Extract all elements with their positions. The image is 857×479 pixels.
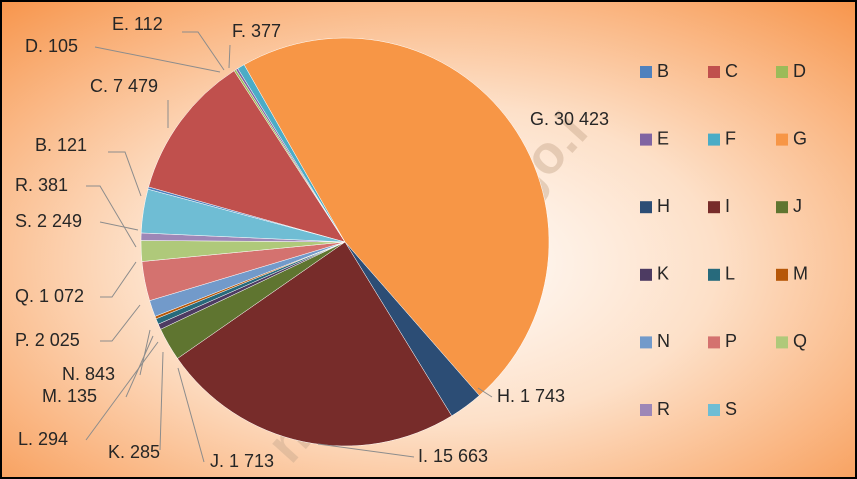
pie-slice — [148, 70, 346, 243]
data-label: S. 2 249 — [15, 211, 82, 231]
leader-line — [177, 367, 205, 463]
legend-swatch — [776, 133, 788, 146]
legend-swatch — [776, 66, 788, 78]
leader-line — [159, 351, 164, 451]
pie-slice — [243, 37, 550, 396]
legend-label: G — [793, 128, 807, 148]
data-label: K. 285 — [108, 442, 160, 462]
data-label: C. 7 479 — [90, 76, 158, 96]
legend-swatch — [640, 336, 652, 349]
legend-swatch — [708, 201, 720, 214]
legend-label: D — [793, 61, 806, 81]
legend-label: Q — [793, 331, 807, 351]
legend-swatch — [708, 66, 720, 78]
legend-swatch — [708, 404, 720, 416]
data-label: I. 15 663 — [418, 446, 488, 466]
legend-label: P — [725, 331, 737, 351]
legend-label: E — [657, 128, 669, 148]
legend-swatch — [776, 201, 788, 214]
legend-label: H — [657, 196, 670, 216]
data-label: D. 105 — [25, 36, 78, 56]
leader-line — [94, 46, 221, 73]
legend-label: I — [725, 196, 730, 216]
legend-swatch — [776, 268, 788, 281]
data-label: E. 112 — [112, 14, 163, 34]
legend-swatch — [640, 133, 652, 146]
leader-line — [139, 329, 151, 376]
leader-line — [108, 151, 142, 197]
legend-label: N — [657, 331, 670, 351]
data-label: J. 1 713 — [210, 451, 274, 471]
pie-slice — [177, 241, 453, 447]
legend-swatch — [640, 201, 652, 214]
legend-label: K — [657, 264, 669, 284]
legend-swatch — [640, 404, 652, 416]
leader-line — [182, 31, 225, 71]
data-label: L. 294 — [18, 429, 68, 449]
legend-label: S — [725, 399, 737, 419]
legend-label: M — [793, 264, 808, 284]
data-label: M. 135 — [42, 386, 97, 406]
legend-label: C — [725, 61, 738, 81]
leader-line — [100, 261, 137, 298]
data-label: N. 843 — [62, 364, 115, 384]
legend-label: B — [657, 61, 669, 81]
data-label: B. 121 — [35, 135, 87, 155]
legend-swatch — [708, 133, 720, 146]
legend-label: R — [657, 399, 670, 419]
legend-swatch — [708, 268, 720, 281]
leader-line — [99, 221, 139, 231]
data-label: P. 2 025 — [15, 330, 80, 350]
legend-swatch — [640, 66, 652, 78]
data-label: F. 377 — [232, 21, 281, 41]
legend-label: F — [725, 128, 736, 148]
leader-line — [125, 335, 154, 398]
leader-line — [228, 44, 231, 69]
data-label: H. 1 743 — [497, 386, 565, 406]
leader-line — [100, 304, 141, 342]
legend-swatch — [640, 268, 652, 281]
leader-line — [477, 387, 493, 398]
legend-swatch — [708, 336, 720, 349]
pie-slice — [140, 188, 346, 243]
legend-label: J — [793, 196, 802, 216]
leader-line — [317, 443, 415, 458]
data-label: R. 381 — [15, 175, 68, 195]
leader-line — [85, 341, 159, 441]
data-label: G. 30 423 — [530, 109, 609, 129]
legend-swatch — [776, 336, 788, 349]
data-label: Q. 1 072 — [15, 286, 84, 306]
legend-label: L — [725, 264, 735, 284]
